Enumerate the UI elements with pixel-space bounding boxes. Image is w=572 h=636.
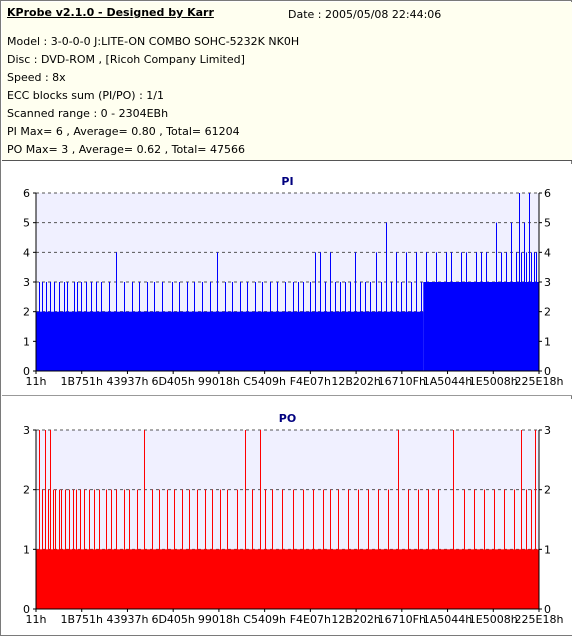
- pi-y-label-right: 3: [544, 276, 551, 289]
- pi-x-label: 43937h: [106, 375, 148, 388]
- po-y-label-left: 1: [23, 543, 30, 556]
- po-x-label: 6D405h: [151, 613, 194, 626]
- model-line: Model : 3-0-0-0 J:LITE-ON COMBO SOHC-523…: [7, 35, 300, 48]
- po-x-label: 1A5044h: [423, 613, 473, 626]
- po-x-label: 1E5008h: [469, 613, 518, 626]
- scan-date: Date : 2005/05/08 22:44:06: [288, 8, 442, 21]
- app-title: KProbe v2.1.0 - Designed by Karr: [7, 6, 214, 19]
- pi-x-label: 11h: [26, 375, 47, 388]
- pi-y-label-left: 6: [23, 187, 30, 200]
- pi-x-label: C5409h: [243, 375, 286, 388]
- pi-y-label-right: 4: [544, 246, 551, 259]
- range-line: Scanned range : 0 - 2304EBh: [7, 107, 169, 120]
- po-title: PO: [279, 412, 296, 425]
- pi-y-label-right: 5: [544, 217, 551, 230]
- pi-y-label-right: 0: [544, 365, 551, 378]
- pi-y-label-left: 5: [23, 217, 30, 230]
- pi-y-label-left: 4: [23, 246, 30, 259]
- pi-x-label: 1B751h: [60, 375, 103, 388]
- pi-y-label-right: 6: [544, 187, 551, 200]
- po-y-label-right: 2: [544, 484, 551, 497]
- pi-x-label: 99018h: [198, 375, 240, 388]
- po-x-label: 11h: [26, 613, 47, 626]
- pi-title: PI: [281, 175, 293, 188]
- info-panel: KProbe v2.1.0 - Designed by Karr Date : …: [2, 2, 572, 161]
- pi-y-label-right: 1: [544, 335, 551, 348]
- pi-baseline-bar: [36, 311, 424, 371]
- pi-y-label-left: 3: [23, 276, 30, 289]
- po-x-label: 225E18h: [515, 613, 564, 626]
- pi-x-label: F4E07h: [290, 375, 331, 388]
- disc-line: Disc : DVD-ROM , [Ricoh Company Limited]: [7, 53, 245, 66]
- pi-summary-line: PI Max= 6 , Average= 0.80 , Total= 61204: [7, 125, 240, 138]
- pi-y-label-right: 2: [544, 306, 551, 319]
- po-y-label-right: 0: [544, 603, 551, 616]
- pi-y-label-left: 0: [23, 365, 30, 378]
- ecc-line: ECC blocks sum (PI/PO) : 1/1: [7, 89, 164, 102]
- pi-chart: PI 0 0 1 1 2 2 3 3 4 4 5 5 6 6 11h 1B751h 43937h 6D405h 990…: [23, 175, 564, 388]
- pi-x-label: 6D405h: [151, 375, 194, 388]
- po-y-label-left: 2: [23, 484, 30, 497]
- po-y-label-right: 1: [544, 543, 551, 556]
- pi-x-label: 16710Fh: [378, 375, 426, 388]
- pi-x-label: 1A5044h: [423, 375, 473, 388]
- po-x-label: 43937h: [106, 613, 148, 626]
- pi-chart-panel: PI 0 0 1 1 2 2 3 3 4 4 5 5 6 6 11h 1B751h 43937h 6D405h 990…: [2, 164, 572, 396]
- po-x-label: 16710Fh: [378, 613, 426, 626]
- po-baseline-bar: [36, 549, 539, 609]
- po-chart: PO 0 0 1 1 2 2 3 3 11h 1B751h 43937h 6D405h 99018h C54…: [23, 412, 564, 626]
- po-y-label-right: 3: [544, 424, 551, 437]
- pi-y-label-left: 2: [23, 306, 30, 319]
- pi-x-label: 1E5008h: [469, 375, 518, 388]
- pi-y-label-left: 1: [23, 335, 30, 348]
- speed-line: Speed : 8x: [7, 71, 66, 84]
- po-x-label: C5409h: [243, 613, 286, 626]
- po-x-label: 1B751h: [60, 613, 103, 626]
- po-y-label-left: 0: [23, 603, 30, 616]
- po-y-label-left: 3: [23, 424, 30, 437]
- po-chart-panel: PO 0 0 1 1 2 2 3 3 11h 1B751h 43937h 6D405h 99018h C54…: [2, 399, 572, 635]
- po-x-label: 99018h: [198, 613, 240, 626]
- po-x-label: F4E07h: [290, 613, 331, 626]
- po-summary-line: PO Max= 3 , Average= 0.62 , Total= 47566: [7, 143, 245, 156]
- pi-x-label: 12B202h: [331, 375, 381, 388]
- po-x-label: 12B202h: [331, 613, 381, 626]
- pi-x-label: 225E18h: [515, 375, 564, 388]
